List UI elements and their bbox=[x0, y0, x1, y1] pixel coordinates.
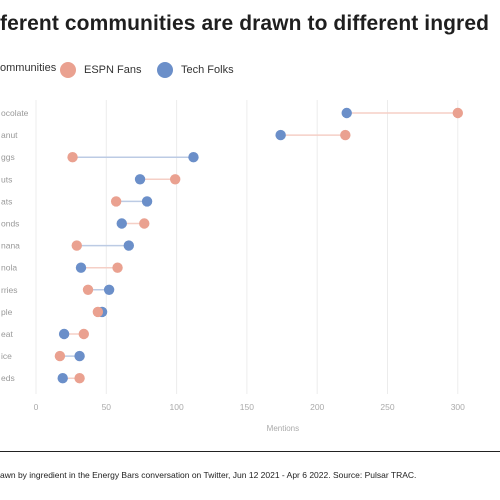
chart-title: ferent communities are drawn to differen… bbox=[0, 12, 490, 35]
legend-label-all-communities: ommunities bbox=[0, 62, 57, 74]
legend-item-espn-fans: ESPN Fans bbox=[60, 62, 141, 78]
x-tick-label-50: 50 bbox=[102, 402, 112, 412]
category-label-12: eds bbox=[1, 373, 15, 383]
point-tech-folks-3 bbox=[134, 174, 146, 185]
point-tech-folks-2 bbox=[188, 152, 199, 163]
category-label-10: eat bbox=[1, 329, 13, 339]
legend-label-tech-folks: Tech Folks bbox=[181, 64, 234, 76]
point-espn-fans-5 bbox=[139, 218, 150, 229]
chart-caption: awn by ingredient in the Energy Bars con… bbox=[0, 470, 417, 480]
category-label-4: ats bbox=[1, 196, 12, 206]
x-tick-label-100: 100 bbox=[170, 402, 184, 412]
legend: ommunities ESPN Fans Tech Folks bbox=[0, 62, 500, 82]
point-tech-folks-1 bbox=[275, 129, 286, 141]
point-espn-fans-3 bbox=[169, 174, 181, 185]
category-label-2: ggs bbox=[1, 152, 15, 162]
x-axis-label: Mentions bbox=[267, 424, 299, 433]
dumbbell-chart: 0 50 100 150 200 250 300 Mentions ocolate anut ggs… bbox=[1, 100, 465, 433]
point-tech-folks-12 bbox=[57, 373, 68, 384]
category-label-0: ocolate bbox=[1, 108, 29, 118]
legend-label-espn-fans: ESPN Fans bbox=[84, 64, 142, 76]
point-espn-fans-11 bbox=[54, 350, 66, 362]
point-tech-folks-11 bbox=[74, 350, 85, 362]
point-tech-folks-7 bbox=[75, 262, 87, 273]
category-label-7: nola bbox=[1, 263, 17, 273]
x-tick-label-0: 0 bbox=[34, 402, 39, 412]
x-tick-label-250: 250 bbox=[380, 402, 394, 412]
legend-item-tech-folks: Tech Folks bbox=[157, 62, 234, 78]
legend-dot-espn-fans bbox=[60, 62, 76, 78]
category-label-3: uts bbox=[1, 174, 12, 184]
point-espn-fans-10 bbox=[78, 328, 90, 340]
point-espn-fans-6 bbox=[71, 240, 82, 251]
point-tech-folks-8 bbox=[103, 284, 115, 295]
point-espn-fans-4 bbox=[110, 196, 122, 207]
point-espn-fans-9 bbox=[92, 306, 104, 318]
point-espn-fans-2 bbox=[67, 152, 78, 163]
caption-divider bbox=[0, 451, 500, 452]
point-tech-folks-0 bbox=[341, 107, 352, 119]
category-label-1: anut bbox=[1, 130, 18, 140]
category-label-5: onds bbox=[1, 219, 19, 229]
category-label-11: ice bbox=[1, 351, 12, 361]
x-tick-label-200: 200 bbox=[310, 402, 324, 412]
point-espn-fans-7 bbox=[112, 262, 123, 273]
legend-item-all-communities: ommunities bbox=[0, 62, 56, 74]
legend-dot-tech-folks bbox=[157, 62, 173, 78]
x-tick-label-300: 300 bbox=[451, 402, 465, 412]
point-tech-folks-5 bbox=[116, 218, 127, 229]
category-label-8: rries bbox=[1, 285, 18, 295]
category-label-9: ple bbox=[1, 307, 13, 317]
point-tech-folks-4 bbox=[141, 196, 153, 207]
point-espn-fans-0 bbox=[452, 107, 463, 119]
point-espn-fans-1 bbox=[340, 129, 351, 141]
point-espn-fans-12 bbox=[74, 373, 85, 384]
point-tech-folks-10 bbox=[58, 328, 70, 340]
category-label-6: nana bbox=[1, 241, 20, 251]
point-tech-folks-6 bbox=[123, 240, 134, 251]
point-espn-fans-8 bbox=[82, 284, 94, 295]
x-tick-label-150: 150 bbox=[240, 402, 254, 412]
